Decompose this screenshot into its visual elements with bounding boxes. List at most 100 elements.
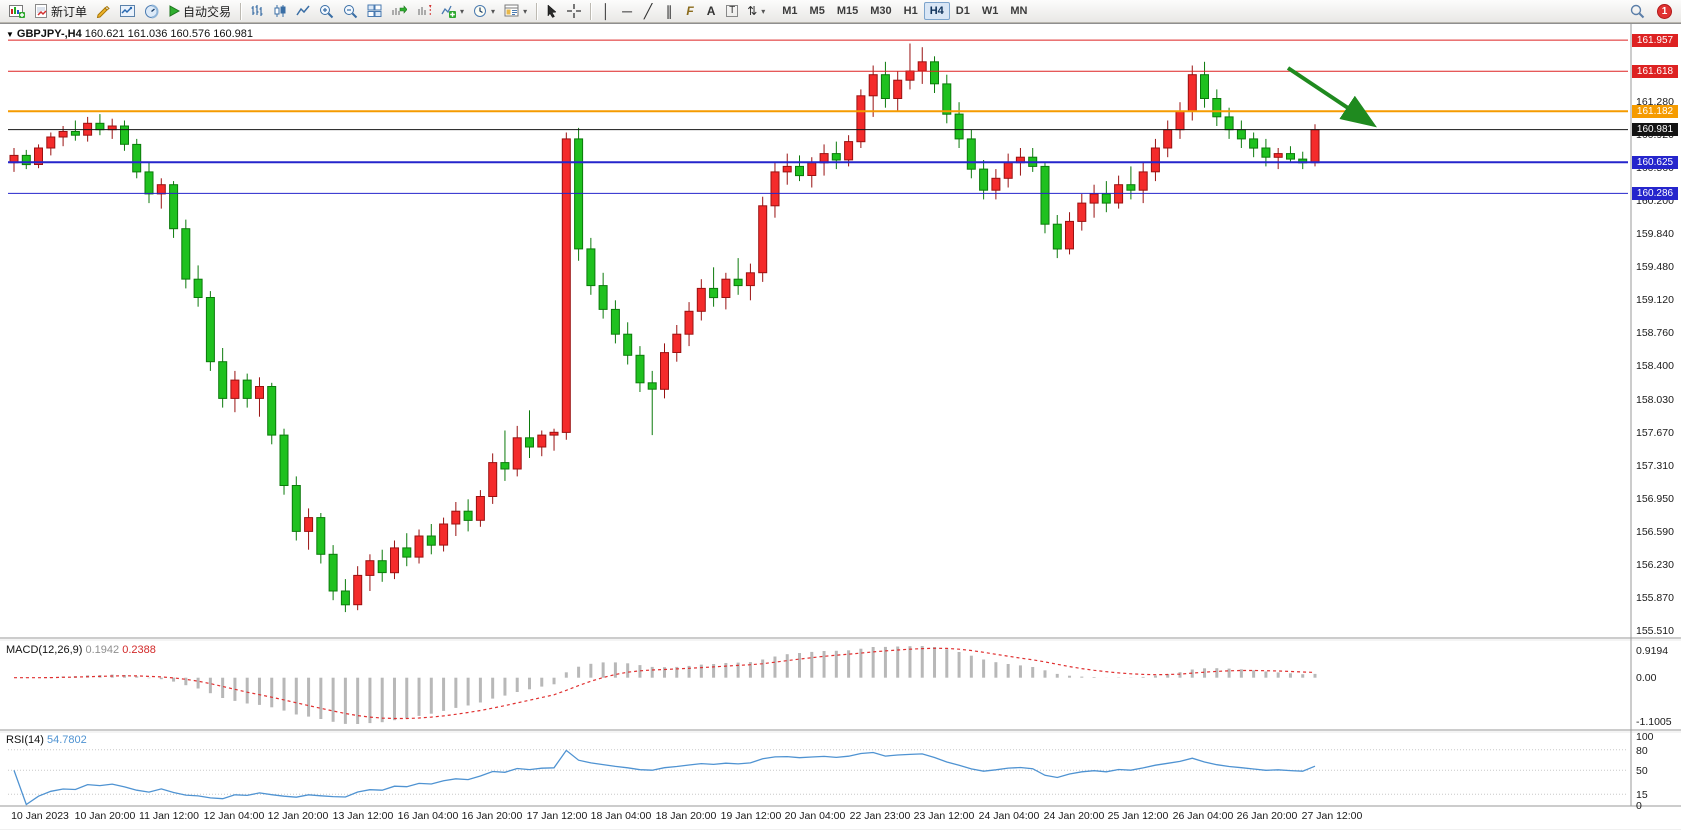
metaeditor-button[interactable] <box>92 1 115 21</box>
trendline-tool-button[interactable]: ╱ <box>638 1 658 21</box>
crosshair-tool-button[interactable] <box>563 1 585 21</box>
text-label-icon: T <box>726 5 739 17</box>
timeframe-m5-button[interactable]: M5 <box>809 5 825 17</box>
time-tick: 18 Jan 20:00 <box>655 810 717 822</box>
arrows-tool-button[interactable]: ⇅ ▾ <box>743 1 769 21</box>
timeframe-switcher: M1 M5 M15 M30 H1 H4 D1 W1 MN <box>776 2 1033 20</box>
equidistant-channel-tool-button[interactable]: ∥ <box>659 1 679 21</box>
price-tick: 158.400 <box>1636 360 1674 372</box>
horizontal-line-tool-button[interactable]: ─ <box>617 1 637 21</box>
time-tick: 16 Jan 04:00 <box>397 810 459 822</box>
time-tick: 18 Jan 04:00 <box>590 810 652 822</box>
rsi-pane[interactable] <box>0 730 1630 805</box>
time-tick: 24 Jan 20:00 <box>1043 810 1105 822</box>
price-tick: 157.310 <box>1636 460 1674 472</box>
crosshair-icon <box>567 4 582 18</box>
chart-title: ▼ GBPJPY-,H4 160.621 161.036 160.576 160.… <box>6 28 253 40</box>
price-tick: 157.670 <box>1636 427 1674 439</box>
market-watch-icon <box>120 4 136 18</box>
cursor-tool-button[interactable] <box>542 1 562 21</box>
timeframe-d1-button[interactable]: D1 <box>955 5 970 17</box>
macd-pane[interactable] <box>0 639 1630 728</box>
price-tick: 156.590 <box>1636 526 1674 538</box>
chart-window: ▼ GBPJPY-,H4 160.621 161.036 160.576 160.… <box>0 23 1681 829</box>
chart-canvas[interactable] <box>0 24 1681 830</box>
price-level-badge: 161.618 <box>1632 65 1678 78</box>
timeframe-m1-button[interactable]: M1 <box>782 5 798 17</box>
price-tick: 158.030 <box>1636 394 1674 406</box>
new-chart-icon <box>9 4 25 18</box>
timeframe-m15-button[interactable]: M15 <box>836 5 859 17</box>
trendline-icon: ╱ <box>643 3 653 19</box>
zoom-out-button[interactable] <box>339 1 362 21</box>
indicators-button[interactable]: ▾ <box>437 1 468 21</box>
fibonacci-tool-button[interactable]: F <box>680 1 700 21</box>
text-label-tool-button[interactable]: T <box>722 1 742 21</box>
candles-icon <box>273 4 287 18</box>
fibonacci-icon: F <box>686 4 694 18</box>
metaeditor-icon <box>96 4 111 18</box>
line-chart-type-button[interactable] <box>292 1 314 21</box>
symbol-period-label: GBPJPY-,H4 <box>16 28 82 40</box>
market-watch-button[interactable] <box>116 1 139 21</box>
bar-chart-type-button[interactable] <box>246 1 268 21</box>
toolbar-separator <box>536 2 538 20</box>
price-level-badge: 160.625 <box>1632 156 1678 169</box>
main-price-pane[interactable] <box>0 24 1630 636</box>
notification-badge[interactable]: 1 <box>1657 3 1672 19</box>
price-tick: 156.950 <box>1636 493 1674 505</box>
time-tick: 12 Jan 20:00 <box>267 810 329 822</box>
macd-axis-tick: -1.1005 <box>1636 716 1672 728</box>
tile-windows-button[interactable] <box>363 1 386 21</box>
rsi-axis-tick: 50 <box>1636 765 1648 777</box>
search-button[interactable] <box>1626 1 1649 21</box>
horizontal-line-icon: ─ <box>622 3 633 19</box>
time-tick: 26 Jan 04:00 <box>1172 810 1234 822</box>
macd-axis-tick: 0.9194 <box>1636 645 1669 657</box>
timeframe-w1-button[interactable]: W1 <box>981 5 999 17</box>
price-tick: 159.120 <box>1636 294 1674 306</box>
line-chart-icon <box>296 4 310 18</box>
rsi-name: RSI(14) <box>6 734 44 746</box>
chevron-down-icon: ▾ <box>523 6 528 16</box>
time-tick: 25 Jan 12:00 <box>1107 810 1169 822</box>
templates-button[interactable]: ▾ <box>500 1 531 21</box>
time-tick: 10 Jan 20:00 <box>74 810 136 822</box>
ohlc-readout: 160.621 161.036 160.576 160.981 <box>84 28 254 40</box>
time-tick: 16 Jan 20:00 <box>461 810 523 822</box>
strategy-tester-button[interactable] <box>140 1 163 21</box>
arrows-icon: ⇅ <box>747 4 758 18</box>
auto-scroll-button[interactable] <box>387 1 411 21</box>
candlestick-chart-type-button[interactable] <box>269 1 291 21</box>
zoom-in-icon <box>319 4 334 19</box>
autotrading-button[interactable]: 自动交易 <box>164 1 235 21</box>
time-tick: 19 Jan 12:00 <box>720 810 782 822</box>
chevron-down-icon: ▾ <box>491 6 496 16</box>
vertical-line-tool-button[interactable]: │ <box>596 1 616 21</box>
time-tick: 24 Jan 04:00 <box>978 810 1040 822</box>
price-level-badge: 161.182 <box>1632 105 1678 118</box>
timeframe-h1-button[interactable]: H1 <box>903 5 918 17</box>
zoom-in-button[interactable] <box>315 1 338 21</box>
chart-shift-button[interactable] <box>412 1 436 21</box>
time-tick: 20 Jan 04:00 <box>784 810 846 822</box>
tile-windows-icon <box>367 4 382 18</box>
timeframe-mn-button[interactable]: MN <box>1010 5 1028 17</box>
time-tick: 22 Jan 23:00 <box>849 810 911 822</box>
timeframe-h4-button[interactable]: H4 <box>923 2 950 20</box>
time-tick: 12 Jan 04:00 <box>203 810 265 822</box>
new-order-button[interactable]: 新订单 <box>30 1 91 21</box>
new-chart-button[interactable] <box>5 1 29 21</box>
cursor-icon <box>546 4 558 18</box>
new-order-label: 新订单 <box>51 4 88 19</box>
macd-signal-value: 0.2388 <box>122 644 156 656</box>
text-tool-button[interactable]: A <box>701 1 721 21</box>
price-tick: 159.480 <box>1636 261 1674 273</box>
periods-button[interactable]: ▾ <box>469 1 499 21</box>
templates-icon <box>504 4 519 18</box>
collapse-panel-icon[interactable]: ▼ <box>6 29 14 39</box>
timeframe-m30-button[interactable]: M30 <box>870 5 892 17</box>
rsi-value: 54.7802 <box>46 734 87 746</box>
time-tick: 11 Jan 12:00 <box>139 810 199 822</box>
zoom-out-icon <box>343 4 358 19</box>
